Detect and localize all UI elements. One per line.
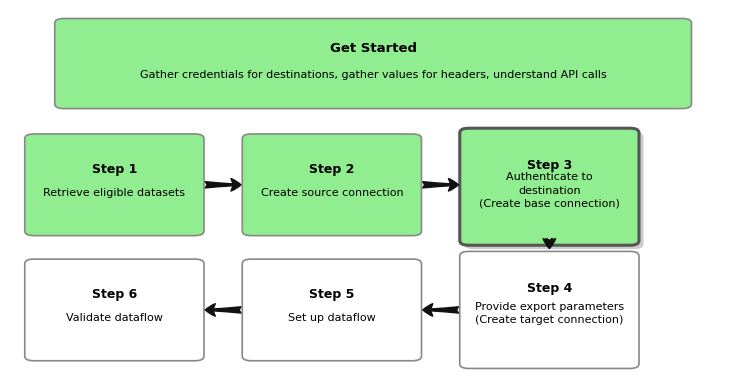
Text: Retrieve eligible datasets: Retrieve eligible datasets bbox=[44, 187, 185, 198]
FancyBboxPatch shape bbox=[460, 251, 639, 368]
FancyBboxPatch shape bbox=[25, 134, 204, 236]
FancyBboxPatch shape bbox=[55, 18, 692, 109]
Text: Step 1: Step 1 bbox=[92, 163, 137, 176]
FancyBboxPatch shape bbox=[25, 259, 204, 361]
Text: Get Started: Get Started bbox=[330, 42, 417, 55]
Text: Provide export parameters
(Create target connection): Provide export parameters (Create target… bbox=[475, 302, 624, 325]
FancyBboxPatch shape bbox=[242, 134, 422, 236]
Text: Gather credentials for destinations, gather values for headers, understand API c: Gather credentials for destinations, gat… bbox=[140, 70, 607, 80]
FancyBboxPatch shape bbox=[464, 132, 644, 249]
Text: Step 4: Step 4 bbox=[526, 282, 572, 295]
Text: Authenticate to
destination
(Create base connection): Authenticate to destination (Create base… bbox=[479, 172, 620, 209]
Text: Step 5: Step 5 bbox=[309, 288, 355, 301]
Text: Step 6: Step 6 bbox=[92, 288, 137, 301]
Text: Create source connection: Create source connection bbox=[260, 187, 404, 198]
Text: Step 2: Step 2 bbox=[309, 163, 355, 176]
Text: Set up dataflow: Set up dataflow bbox=[288, 313, 376, 323]
Text: Validate dataflow: Validate dataflow bbox=[66, 313, 163, 323]
Text: Step 3: Step 3 bbox=[526, 159, 572, 172]
FancyBboxPatch shape bbox=[460, 128, 639, 245]
FancyBboxPatch shape bbox=[242, 259, 422, 361]
